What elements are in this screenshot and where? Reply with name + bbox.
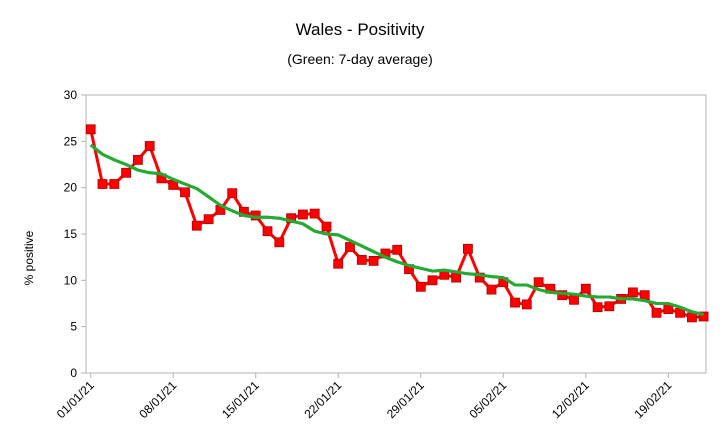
data-point-marker [274, 237, 285, 248]
series [85, 124, 709, 323]
plot-area-frame [85, 94, 707, 374]
data-point-marker [144, 141, 155, 151]
x-tick-label: 01/01/21 [54, 378, 97, 421]
data-point-marker [569, 294, 579, 305]
data-point-marker [698, 311, 709, 322]
y-tick-label: 0 [70, 366, 77, 380]
y-tick-label: 15 [64, 227, 78, 241]
data-point-marker [604, 301, 615, 312]
data-point-marker [368, 255, 379, 266]
y-axis-label: % positive [22, 230, 36, 285]
data-point-marker [486, 284, 497, 295]
x-tick-label: 19/02/21 [631, 378, 674, 421]
data-point-marker [356, 254, 367, 265]
data-point-marker [533, 277, 544, 288]
data-point-marker [345, 242, 355, 252]
data-point-marker [309, 208, 320, 219]
x-tick-label: 08/01/21 [136, 378, 179, 421]
data-point-marker [109, 179, 120, 189]
data-point-marker [451, 272, 462, 283]
data-point-marker [97, 179, 108, 189]
x-tick-label: 12/02/21 [549, 378, 592, 421]
data-point-marker [203, 214, 214, 225]
data-point-marker [286, 213, 297, 224]
x-tick-label: 29/01/21 [384, 378, 427, 421]
data-point-marker [415, 281, 426, 292]
y-tick-label: 20 [64, 181, 78, 195]
data-point-marker [132, 154, 143, 165]
y-tick-label: 25 [64, 134, 78, 148]
data-point-marker [427, 275, 438, 286]
seven-day-average-line [89, 143, 704, 317]
data-point-marker [85, 124, 96, 135]
daily-positivity-line [89, 128, 704, 319]
data-point-marker [392, 244, 403, 255]
data-point-marker [191, 220, 202, 231]
seven-day-average-line-overlay [89, 143, 704, 317]
data-point-marker [557, 290, 568, 301]
data-point-marker [121, 167, 131, 178]
y-tick-label: 5 [70, 320, 77, 334]
x-tick-label: 22/01/21 [301, 378, 344, 421]
data-point-marker [510, 297, 520, 308]
data-point-marker [521, 299, 532, 310]
x-tick-label: 15/01/21 [219, 378, 262, 421]
chart-title: Wales - Positivity [296, 20, 425, 39]
data-point-marker [321, 221, 332, 232]
chart-subtitle: (Green: 7-day average) [287, 51, 433, 67]
data-point-marker [592, 302, 603, 313]
data-point-marker [580, 283, 591, 294]
y-tick-label: 10 [64, 273, 78, 287]
x-tick-label: 05/02/21 [466, 378, 509, 421]
data-point-marker [651, 307, 662, 318]
data-point-marker [639, 290, 650, 301]
data-point-marker [180, 187, 190, 198]
data-point-marker [462, 243, 473, 254]
data-point-marker [227, 188, 238, 199]
data-point-marker [687, 312, 697, 323]
data-point-marker [297, 209, 308, 220]
y-tick-label: 30 [64, 88, 78, 102]
data-point-marker [333, 258, 344, 269]
data-point-marker [628, 287, 638, 298]
data-point-marker [262, 226, 273, 237]
data-point-marker [474, 272, 485, 283]
